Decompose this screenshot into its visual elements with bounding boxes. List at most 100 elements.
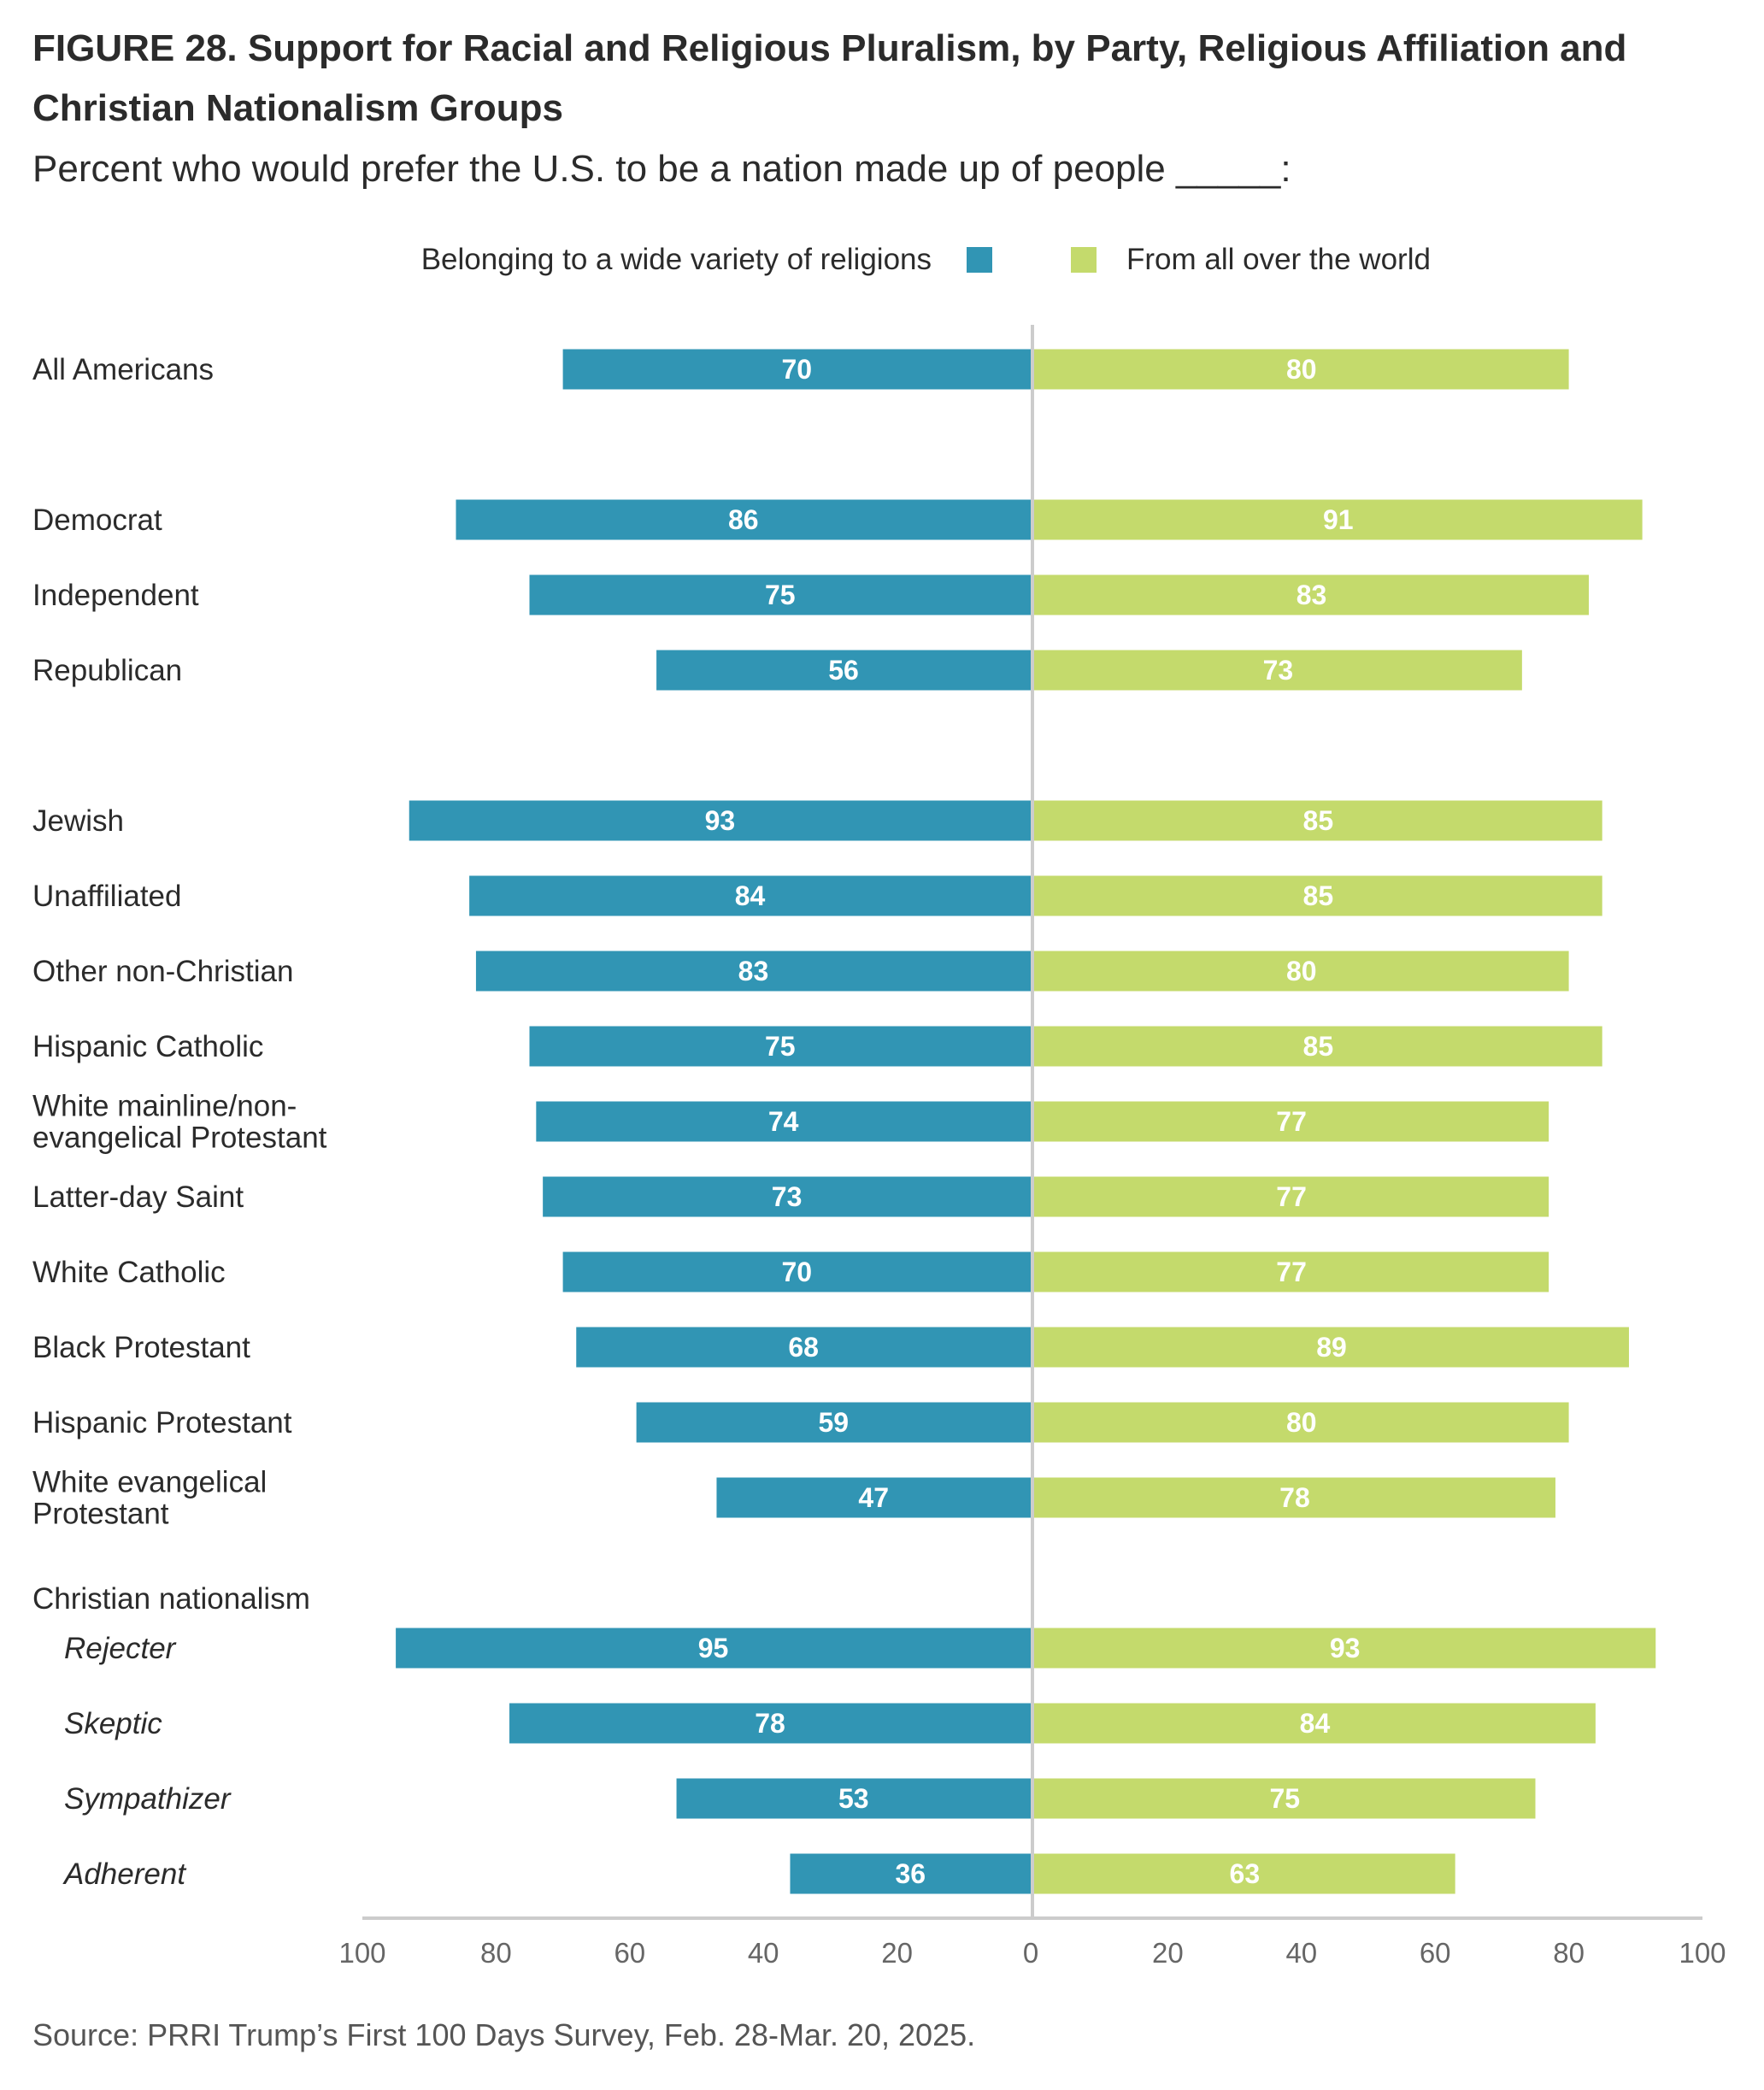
data-label-world: 89	[1316, 1332, 1347, 1363]
data-label-religions: 93	[705, 805, 736, 836]
data-label-world: 75	[1269, 1783, 1300, 1814]
data-label-world: 83	[1297, 580, 1327, 610]
data-label-religions: 74	[768, 1106, 799, 1137]
x-tick-label: 40	[1285, 1937, 1317, 1969]
data-label-world: 84	[1300, 1708, 1331, 1739]
bar-religions	[636, 1402, 1031, 1443]
category-label: Unaffiliated	[32, 880, 181, 913]
data-label-religions: 36	[895, 1858, 926, 1889]
data-label-religions: 84	[735, 880, 766, 911]
bar-religions	[676, 1778, 1031, 1819]
data-label-world: 80	[1286, 1407, 1317, 1438]
data-label-world: 77	[1276, 1106, 1307, 1137]
x-tick-label: 80	[1553, 1937, 1585, 1969]
category-label: All Americans	[32, 353, 214, 386]
category-label: Democrat	[32, 503, 162, 537]
category-label: Hispanic Catholic	[32, 1030, 263, 1063]
category-label: White evangelical Protestant	[32, 1466, 267, 1531]
category-label: Latter-day Saint	[32, 1180, 244, 1214]
data-label-world: 91	[1323, 504, 1354, 535]
x-tick-label: 40	[748, 1937, 779, 1969]
x-tick-label: 0	[1023, 1937, 1038, 1969]
category-label: Sympathizer	[64, 1782, 232, 1816]
bar-religions	[529, 574, 1031, 615]
data-label-religions: 70	[782, 1257, 813, 1287]
category-label: Rejecter	[64, 1632, 177, 1665]
bar-world	[1034, 349, 1569, 390]
bar-world	[1034, 574, 1590, 615]
data-label-religions: 83	[738, 956, 769, 986]
legend-label-world: From all over the world	[1126, 243, 1431, 276]
bar-religions	[536, 1101, 1031, 1142]
category-label: White mainline/non-evangelical Protestan…	[32, 1090, 327, 1155]
data-label-religions: 68	[788, 1332, 819, 1363]
bar-religions	[529, 1026, 1031, 1067]
data-label-religions: 56	[828, 655, 859, 686]
bar-religions	[475, 951, 1031, 992]
x-tick-label: 60	[1420, 1937, 1451, 1969]
data-label-world: 73	[1263, 655, 1294, 686]
data-label-religions: 75	[765, 580, 796, 610]
bar-world	[1034, 875, 1602, 916]
section-heading: Christian nationalism	[32, 1582, 310, 1616]
category-label: Other non-Christian	[32, 955, 293, 988]
bar-religions	[716, 1477, 1031, 1518]
bar-religions	[409, 800, 1031, 841]
data-label-world: 80	[1286, 956, 1317, 986]
category-label: White Catholic	[32, 1256, 226, 1289]
data-label-world: 93	[1330, 1633, 1361, 1663]
data-label-religions: 73	[772, 1181, 803, 1212]
x-tick-label: 20	[881, 1937, 913, 1969]
diverging-bar-chart: Belonging to a wide variety of religions…	[32, 243, 1726, 1969]
x-tick-label: 80	[480, 1937, 512, 1969]
data-label-religions: 70	[782, 354, 813, 385]
chart-subtitle: Percent who would prefer the U.S. to be …	[32, 148, 1291, 190]
bar-religions	[543, 1176, 1031, 1217]
category-label: Jewish	[32, 804, 124, 838]
category-label: Black Protestant	[32, 1331, 250, 1364]
bar-religions	[656, 650, 1031, 691]
legend-swatch-religions	[967, 247, 992, 273]
category-label: Hispanic Protestant	[32, 1406, 292, 1439]
data-label-religions: 95	[698, 1633, 729, 1663]
bar-world	[1034, 1251, 1549, 1292]
data-label-world: 77	[1276, 1181, 1307, 1212]
data-label-religions: 59	[819, 1407, 850, 1438]
bar-religions	[396, 1628, 1032, 1669]
data-label-world: 77	[1276, 1257, 1307, 1287]
bar-world	[1034, 1477, 1555, 1518]
bar-world	[1034, 951, 1569, 992]
data-label-world: 80	[1286, 354, 1317, 385]
bar-world	[1034, 650, 1522, 691]
bar-world	[1034, 1327, 1629, 1368]
x-tick-label: 20	[1152, 1937, 1184, 1969]
data-label-world: 85	[1303, 880, 1334, 911]
bar-world	[1034, 1101, 1549, 1142]
data-label-religions: 86	[728, 504, 759, 535]
data-label-world: 85	[1303, 805, 1334, 836]
chart-title: FIGURE 28. Support for Racial and Religi…	[32, 27, 1627, 129]
bar-religions	[576, 1327, 1031, 1368]
data-label-religions: 75	[765, 1031, 796, 1062]
bar-world	[1034, 1402, 1569, 1443]
data-label-world: 85	[1303, 1031, 1334, 1062]
legend-swatch-world	[1071, 247, 1097, 273]
category-label: Independent	[32, 579, 199, 612]
bar-world	[1034, 1026, 1602, 1067]
data-label-religions: 47	[858, 1482, 889, 1513]
data-label-world: 78	[1279, 1482, 1310, 1513]
bar-world	[1034, 1703, 1596, 1744]
bar-world	[1034, 1778, 1536, 1819]
data-label-religions: 53	[838, 1783, 869, 1814]
x-tick-label: 60	[614, 1937, 645, 1969]
category-label: Adherent	[62, 1857, 186, 1891]
bar-world	[1034, 800, 1602, 841]
category-label: Skeptic	[64, 1707, 162, 1740]
x-tick-label: 100	[1679, 1937, 1726, 1969]
bar-world	[1034, 1853, 1455, 1894]
x-tick-label: 100	[338, 1937, 385, 1969]
source-note: Source: PRRI Trump’s First 100 Days Surv…	[32, 2017, 976, 2052]
data-label-religions: 78	[755, 1708, 785, 1739]
bar-religions	[562, 349, 1031, 390]
data-label-world: 63	[1230, 1858, 1261, 1889]
